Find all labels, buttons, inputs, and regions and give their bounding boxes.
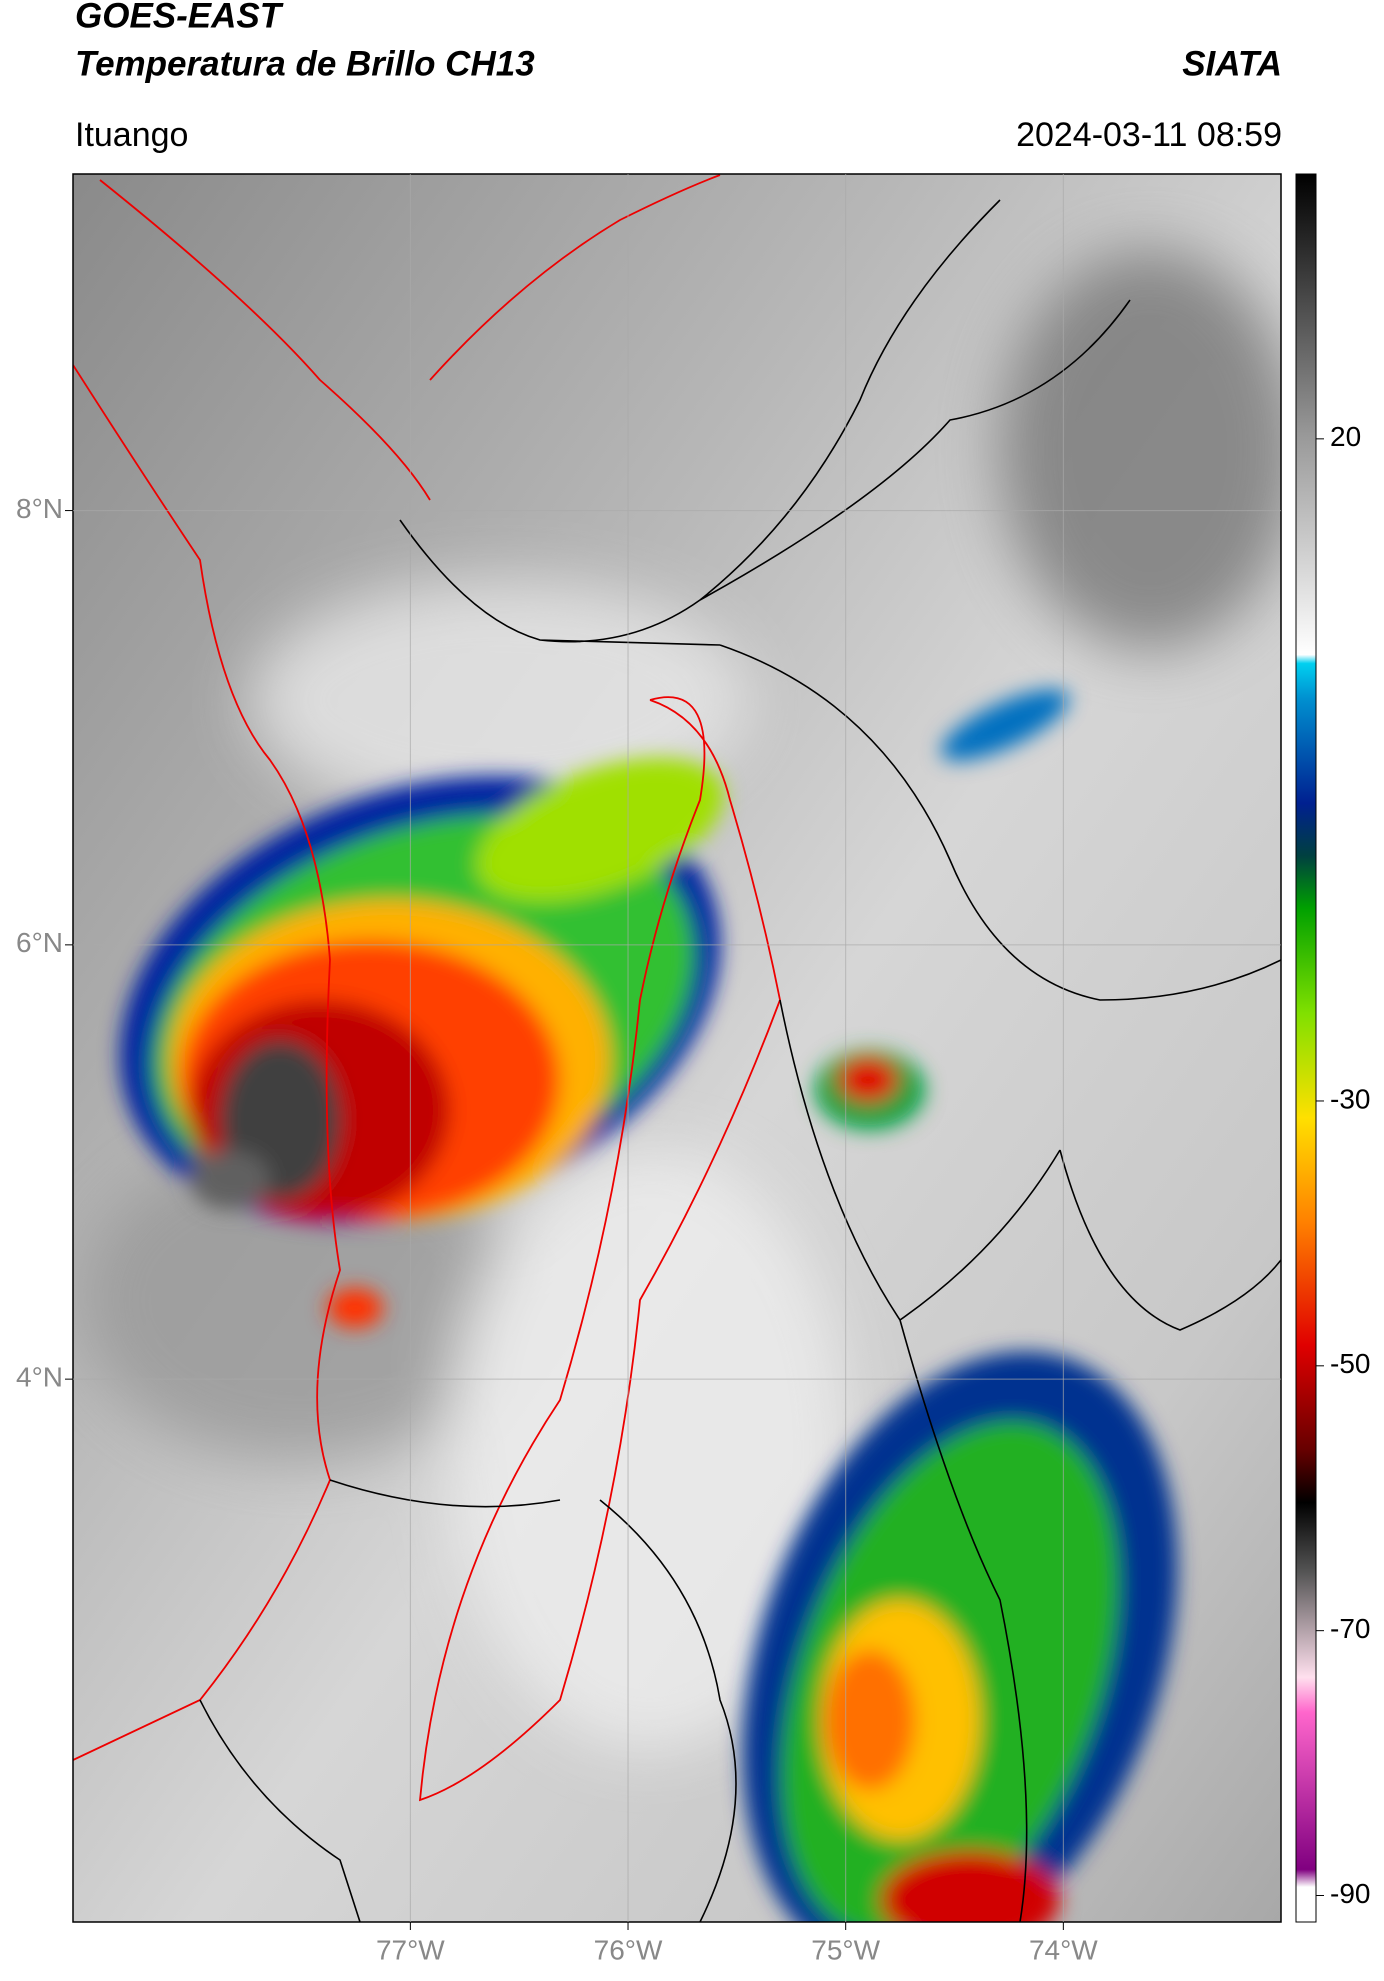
x-tick-label: 75°W bbox=[811, 1934, 880, 1965]
y-tick-label: 4°N bbox=[16, 1362, 63, 1393]
datetime: 2024-03-11 08:59 bbox=[1016, 116, 1282, 154]
source: SIATA bbox=[1182, 44, 1282, 83]
x-tick-label: 74°W bbox=[1029, 1934, 1098, 1965]
colorbar bbox=[1295, 173, 1317, 1923]
subtitle: Temperatura de Brillo CH13 bbox=[75, 44, 535, 83]
axes: 77°W 76°W 75°W 74°W 8°N 6°N 4°N 20 -30 -50 -70 -90 bbox=[16, 173, 1370, 1965]
title: GOES-EAST bbox=[75, 0, 284, 35]
x-tick-label: 76°W bbox=[594, 1934, 663, 1965]
colorbar-tick-label: -50 bbox=[1330, 1348, 1370, 1379]
colorbar-tick-label: -90 bbox=[1330, 1878, 1370, 1909]
colorbar-tick-label: -30 bbox=[1330, 1083, 1370, 1114]
location: Ituango bbox=[75, 116, 188, 154]
colorbar-tick-label: 20 bbox=[1330, 421, 1361, 452]
colorbar-tick-label: -70 bbox=[1330, 1613, 1370, 1644]
y-tick-label: 8°N bbox=[16, 493, 63, 524]
y-tick-label: 6°N bbox=[16, 927, 63, 958]
map-frame bbox=[72, 173, 1282, 1923]
x-tick-label: 77°W bbox=[376, 1934, 445, 1965]
satellite-image bbox=[73, 174, 1281, 1922]
